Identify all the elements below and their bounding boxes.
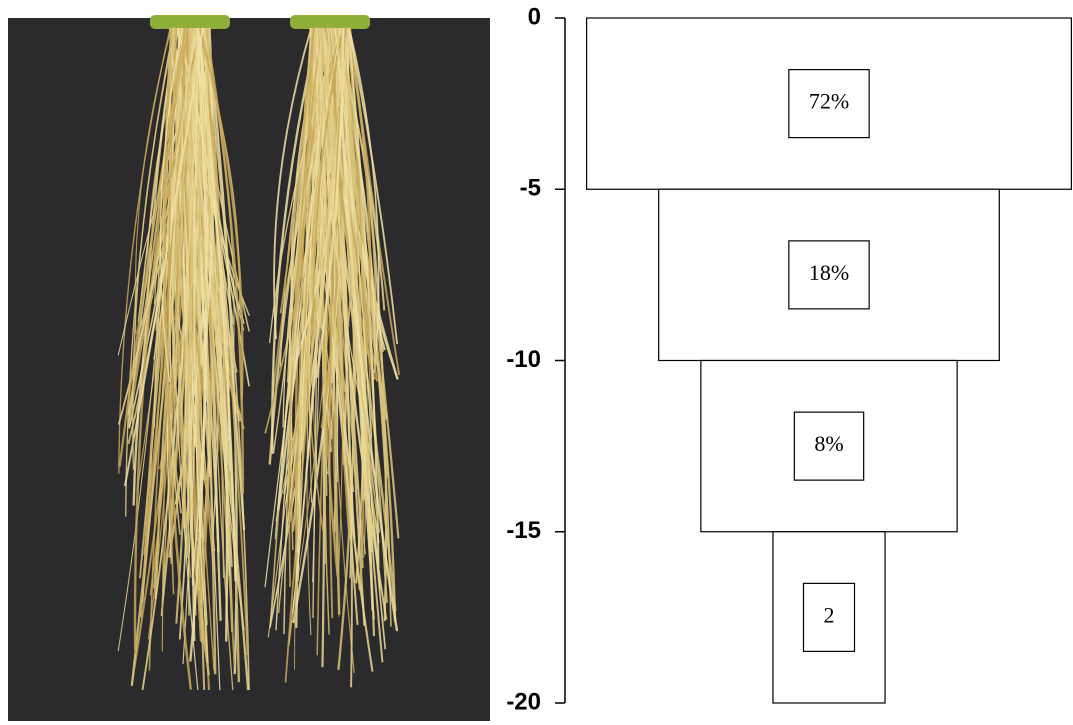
photo-background [8, 18, 490, 721]
root [171, 27, 204, 389]
value-label: 2 [824, 602, 835, 627]
root [167, 27, 178, 595]
root [348, 27, 380, 373]
root [118, 27, 187, 467]
stem [150, 15, 230, 29]
root [312, 27, 345, 335]
root [347, 27, 399, 345]
root [341, 27, 362, 390]
root [118, 27, 171, 474]
root [323, 27, 340, 617]
value-label: 18% [809, 260, 849, 285]
root [328, 27, 347, 619]
root [349, 27, 401, 376]
stem [290, 15, 370, 29]
y-tick-label: 0 [528, 3, 541, 30]
root [198, 27, 244, 401]
root [192, 27, 209, 573]
root [175, 27, 193, 624]
root [203, 27, 232, 472]
root [315, 27, 345, 379]
root [320, 27, 381, 533]
label-box [788, 240, 870, 310]
y-tick-label: -10 [506, 346, 541, 373]
y-tick-label: -5 [520, 175, 541, 202]
root [329, 27, 344, 579]
root [288, 27, 323, 588]
root [321, 27, 353, 688]
root [182, 27, 206, 403]
label-box [793, 411, 865, 481]
value-label: 8% [814, 431, 843, 456]
root [342, 27, 384, 663]
root [159, 27, 183, 383]
root [308, 27, 323, 503]
root [342, 27, 375, 620]
y-tick-label: -15 [506, 517, 541, 544]
root [141, 27, 198, 691]
y-tick-label: -20 [506, 688, 541, 715]
label-box [788, 69, 870, 139]
root [132, 27, 177, 470]
root [318, 27, 336, 413]
root [127, 27, 178, 415]
label-box [802, 582, 856, 652]
root [294, 27, 315, 670]
root [189, 27, 208, 662]
root [123, 27, 204, 487]
root [312, 27, 350, 373]
value-label: 72% [809, 89, 849, 114]
root [193, 27, 209, 663]
root [171, 27, 219, 453]
root-photo [117, 15, 401, 691]
